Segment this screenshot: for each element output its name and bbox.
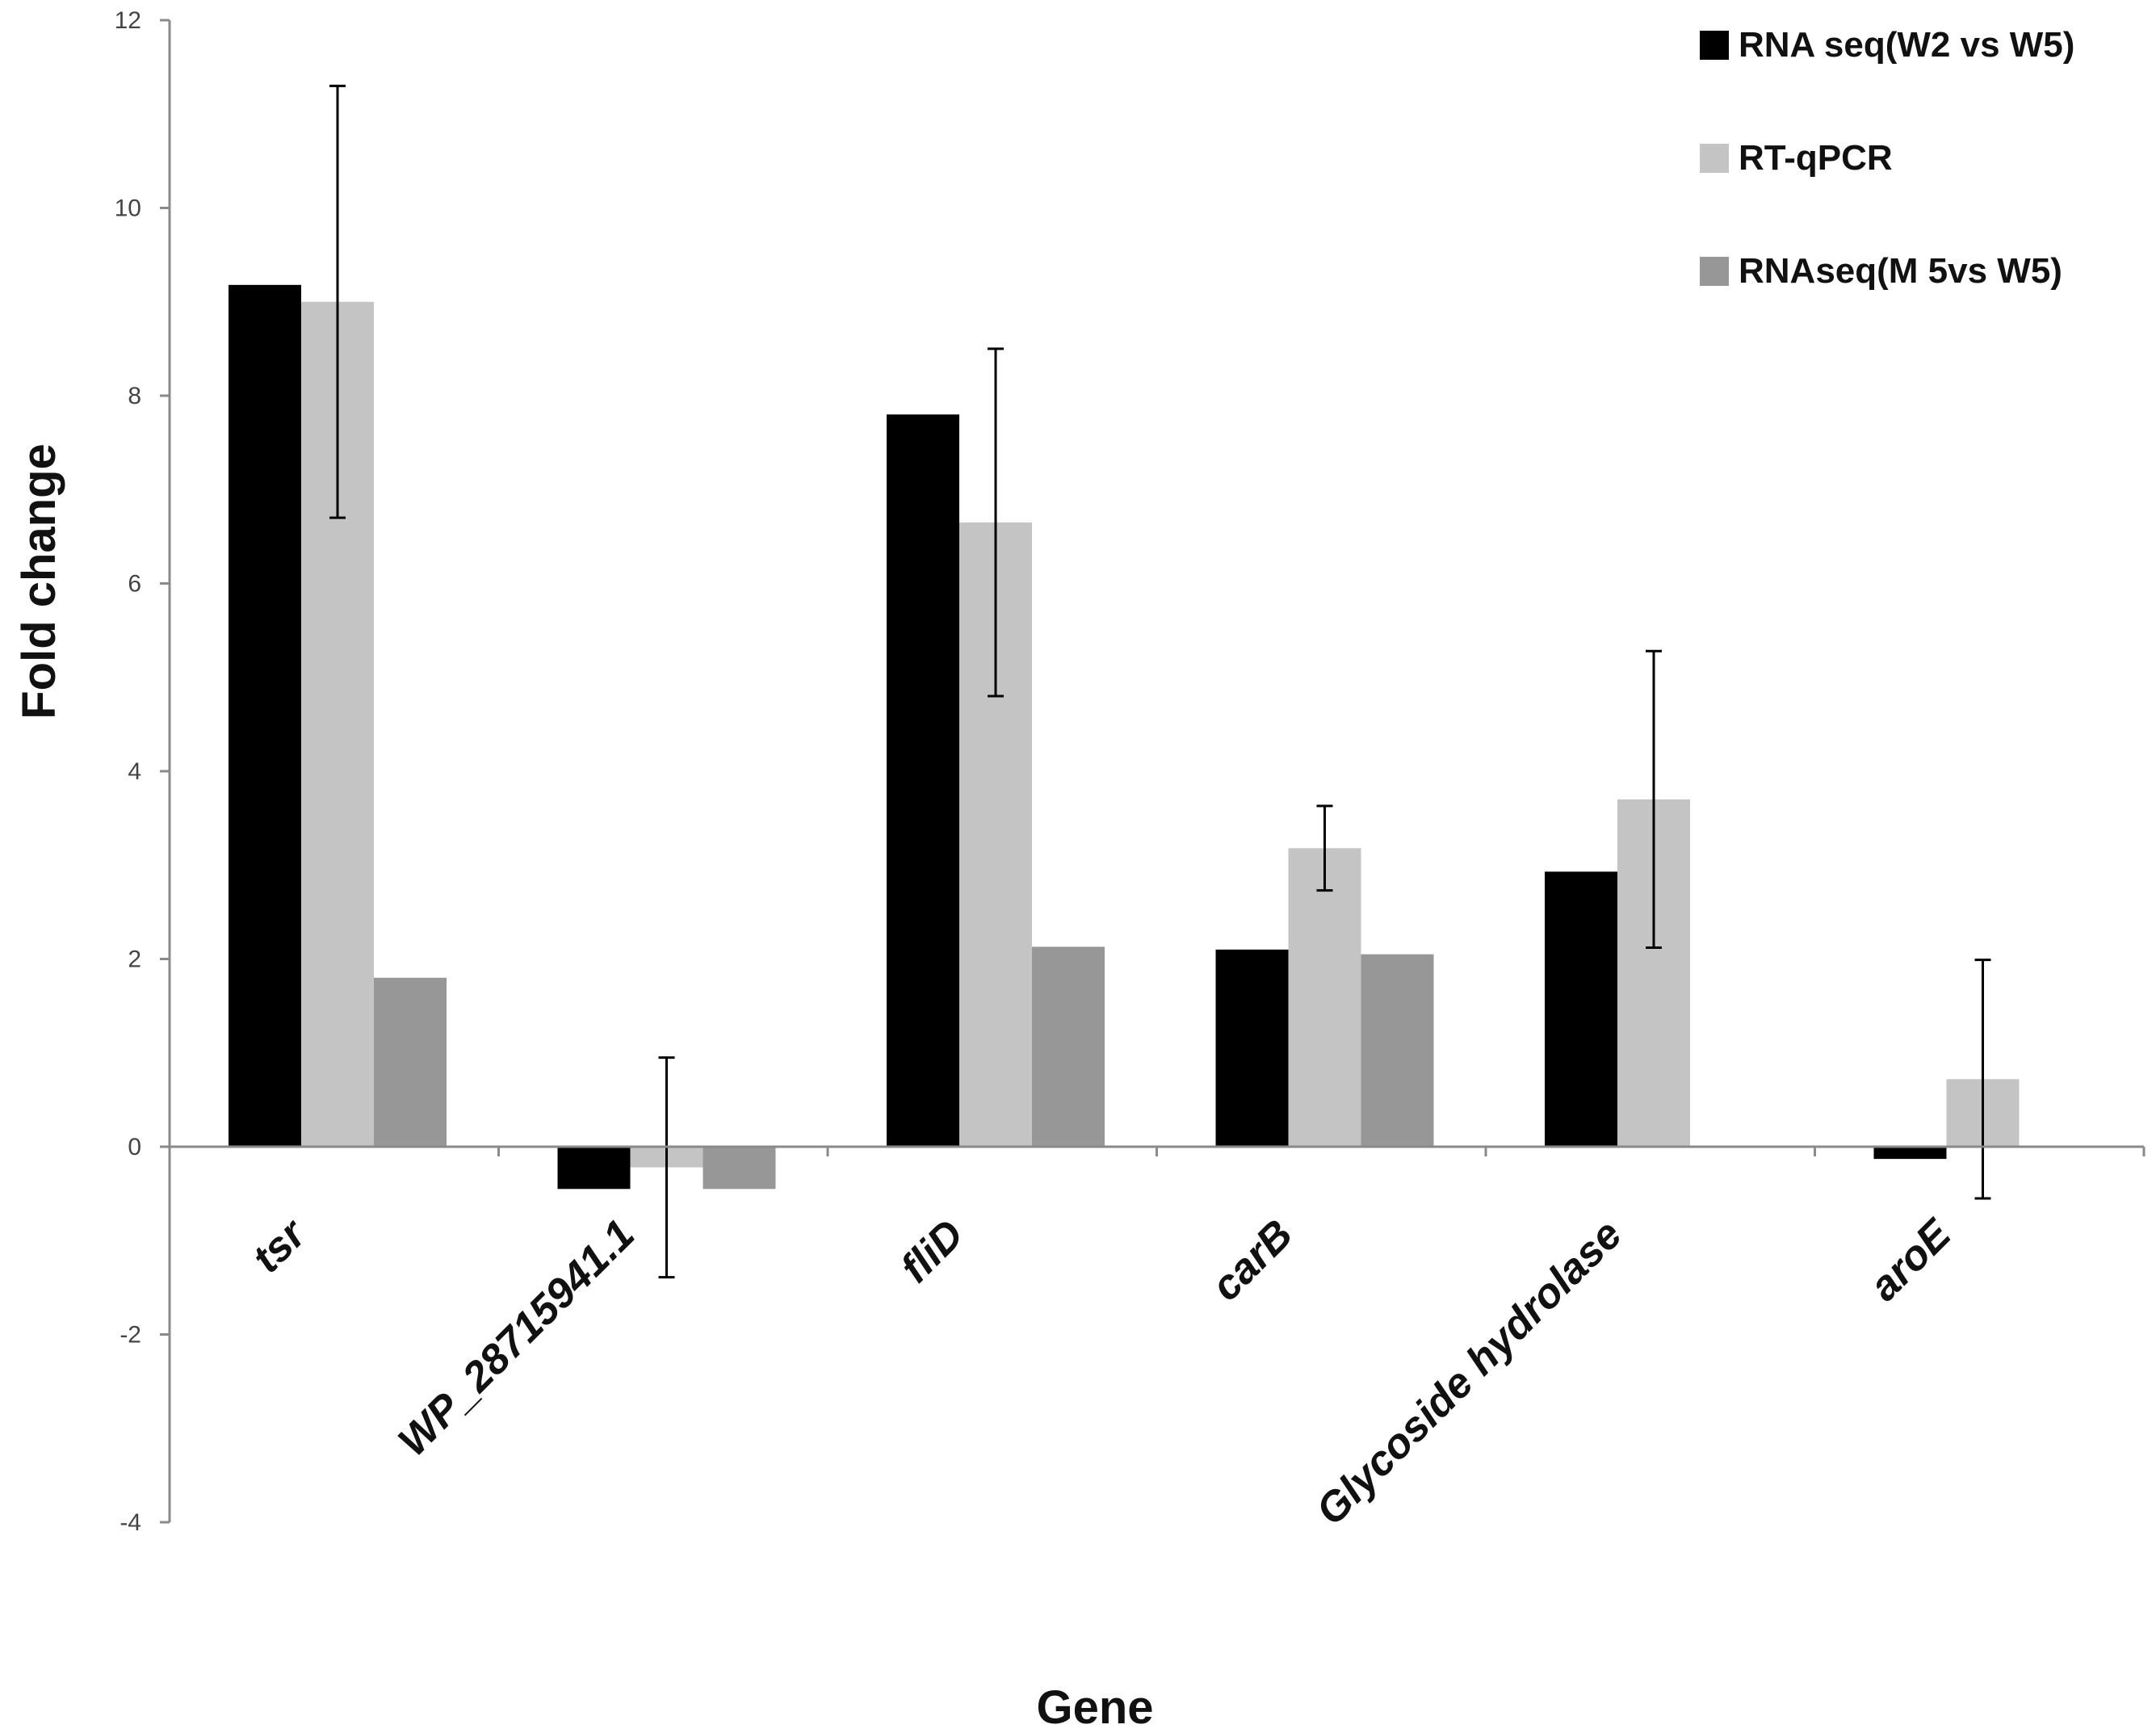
legend: RNA seq(W2 vs W5) RT-qPCR RNAseq(M 5vs W5) xyxy=(1700,25,2074,291)
bar-2-2 xyxy=(1032,946,1105,1147)
y-tick-label: 12 xyxy=(115,7,141,34)
y-tick-label: 6 xyxy=(128,571,141,598)
y-tick-label: 8 xyxy=(128,383,141,409)
bar-0-4 xyxy=(1545,871,1617,1147)
bar-1-3 xyxy=(1288,848,1361,1147)
y-tick-label: -2 xyxy=(120,1322,141,1349)
y-axis-title: Fold change xyxy=(13,443,65,720)
x-axis-title: Gene xyxy=(1036,1681,1153,1733)
error-bar-1-3 xyxy=(1316,804,1333,892)
bar-2-0 xyxy=(374,977,447,1147)
legend-label: RT-qPCR xyxy=(1739,138,1893,178)
x-category-label: tsr xyxy=(244,1210,317,1282)
error-bar-1-5 xyxy=(1974,959,1991,1200)
legend-swatch xyxy=(1700,144,1729,173)
x-category-label: WP_28715941.1 xyxy=(389,1211,644,1465)
x-category-label: aroE xyxy=(1860,1211,1961,1311)
y-tick-label: 0 xyxy=(128,1134,141,1160)
bar-0-2 xyxy=(887,414,959,1147)
y-tick-label: -4 xyxy=(120,1509,141,1536)
bar-0-3 xyxy=(1215,949,1289,1147)
y-tick-label: 2 xyxy=(128,946,141,973)
error-bar-1-1 xyxy=(658,1056,675,1279)
error-bars-layer xyxy=(329,84,1991,1279)
legend-swatch xyxy=(1700,31,1729,60)
bar-0-0 xyxy=(229,284,301,1148)
legend-label: RNA seq(W2 vs W5) xyxy=(1739,25,2074,65)
bar-0-5 xyxy=(1873,1147,1947,1160)
bar-2-1 xyxy=(703,1147,776,1190)
error-bar-1-2 xyxy=(988,347,1004,698)
bars-layer xyxy=(229,284,2020,1190)
bar-2-3 xyxy=(1361,954,1434,1147)
x-category-label: carB xyxy=(1202,1211,1302,1310)
legend-swatch xyxy=(1700,257,1729,286)
bar-0-1 xyxy=(557,1147,631,1190)
y-tick-label: 4 xyxy=(128,758,141,785)
labels-layer: -4 -2 0 2 4 6 8 10 12 tsr WP_28715941.1 fliD carB Gly… xyxy=(115,7,1961,1536)
y-tick-label: 10 xyxy=(115,195,141,222)
axes-layer xyxy=(160,19,2146,1524)
x-category-label: Glycoside hydrolase xyxy=(1307,1211,1631,1534)
legend-label: RNAseq(M 5vs W5) xyxy=(1739,251,2062,291)
error-bar-1-4 xyxy=(1646,649,1662,950)
x-category-label: fliD xyxy=(891,1211,972,1291)
error-bar-1-0 xyxy=(329,84,346,519)
